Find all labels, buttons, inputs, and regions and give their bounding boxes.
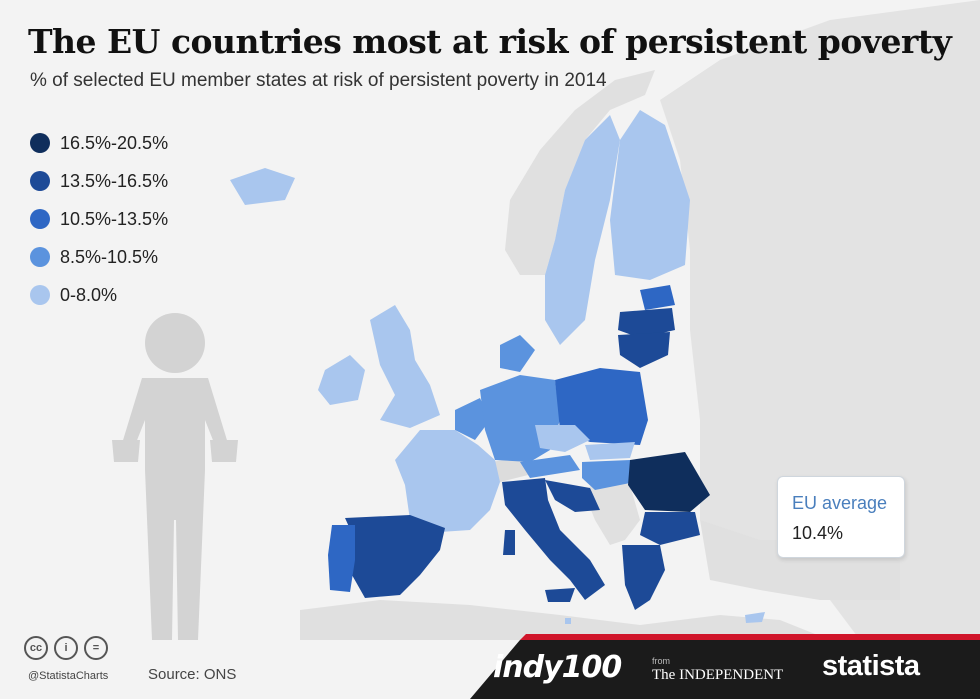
- no-derivatives-icon[interactable]: =: [84, 636, 108, 660]
- indy100-logo[interactable]: indy100: [493, 650, 622, 685]
- country-croatia: [545, 480, 600, 512]
- legend-item: 8.5%-10.5%: [30, 238, 168, 276]
- country-hungary: [582, 460, 635, 490]
- legend-label: 10.5%-13.5%: [60, 208, 169, 229]
- empty-pockets-figure-icon: [112, 313, 238, 640]
- legend-label: 13.5%-16.5%: [60, 170, 169, 191]
- country-finland: [610, 110, 690, 280]
- legend-item: 13.5%-16.5%: [30, 162, 168, 200]
- creative-commons-icon[interactable]: cc: [24, 636, 48, 660]
- legend-swatch: [30, 285, 50, 305]
- country-czechia: [535, 425, 590, 452]
- country-italy-islands: [503, 530, 575, 602]
- country-malta: [565, 618, 571, 624]
- country-france: [395, 430, 500, 532]
- brand-bar: [470, 640, 980, 699]
- legend-swatch: [30, 133, 50, 153]
- statista-logo[interactable]: statista: [822, 650, 920, 682]
- country-ireland: [318, 355, 365, 405]
- country-denmark: [500, 335, 535, 372]
- country-romania: [628, 452, 710, 512]
- independent-logo[interactable]: The INDEPENDENT: [652, 667, 784, 683]
- country-spain: [345, 515, 445, 598]
- non-eu-land-turkey: [700, 520, 900, 600]
- country-estonia: [640, 285, 675, 310]
- chart-subtitle: % of selected EU member states at risk o…: [30, 70, 607, 91]
- eu-average-value: 10.4%: [792, 523, 844, 543]
- country-iceland: [230, 168, 295, 205]
- legend-swatch: [30, 171, 50, 191]
- legend-label: 8.5%-10.5%: [60, 246, 159, 267]
- country-italy: [502, 478, 605, 600]
- non-eu-land-norway: [505, 70, 655, 275]
- legend-swatch: [30, 209, 50, 229]
- legend-item: 0-8.0%: [30, 276, 168, 314]
- legend-swatch: [30, 247, 50, 267]
- legend-item: 10.5%-13.5%: [30, 200, 168, 238]
- chart-title: The EU countries most at risk of persist…: [28, 22, 952, 61]
- non-eu-land-switzerland: [490, 458, 528, 482]
- country-bulgaria: [640, 512, 700, 545]
- country-greece: [622, 545, 665, 610]
- country-sweden: [545, 115, 620, 345]
- source-note: Source: ONS: [148, 666, 237, 683]
- license-icons: cc i =: [24, 636, 108, 660]
- attribution-icon[interactable]: i: [54, 636, 78, 660]
- country-slovakia: [585, 442, 635, 460]
- country-benelux: [455, 398, 490, 440]
- country-portugal: [328, 525, 355, 592]
- from-label: from: [652, 656, 670, 666]
- country-lithuania: [618, 332, 670, 368]
- country-austria: [520, 455, 580, 478]
- legend-label: 16.5%-20.5%: [60, 132, 169, 153]
- twitter-handle[interactable]: @StatistaCharts: [28, 670, 109, 682]
- country-poland: [555, 368, 648, 445]
- country-latvia: [618, 308, 675, 338]
- country-cyprus: [745, 612, 765, 623]
- eu-average-label: EU average: [792, 493, 888, 513]
- eu-average-callout: EU average 10.4%: [777, 476, 905, 558]
- country-uk: [370, 305, 440, 428]
- brand-bar-accent: [520, 634, 980, 640]
- legend-item: 16.5%-20.5%: [30, 124, 168, 162]
- legend: 16.5%-20.5% 13.5%-16.5% 10.5%-13.5% 8.5%…: [30, 124, 168, 314]
- legend-label: 0-8.0%: [60, 284, 118, 305]
